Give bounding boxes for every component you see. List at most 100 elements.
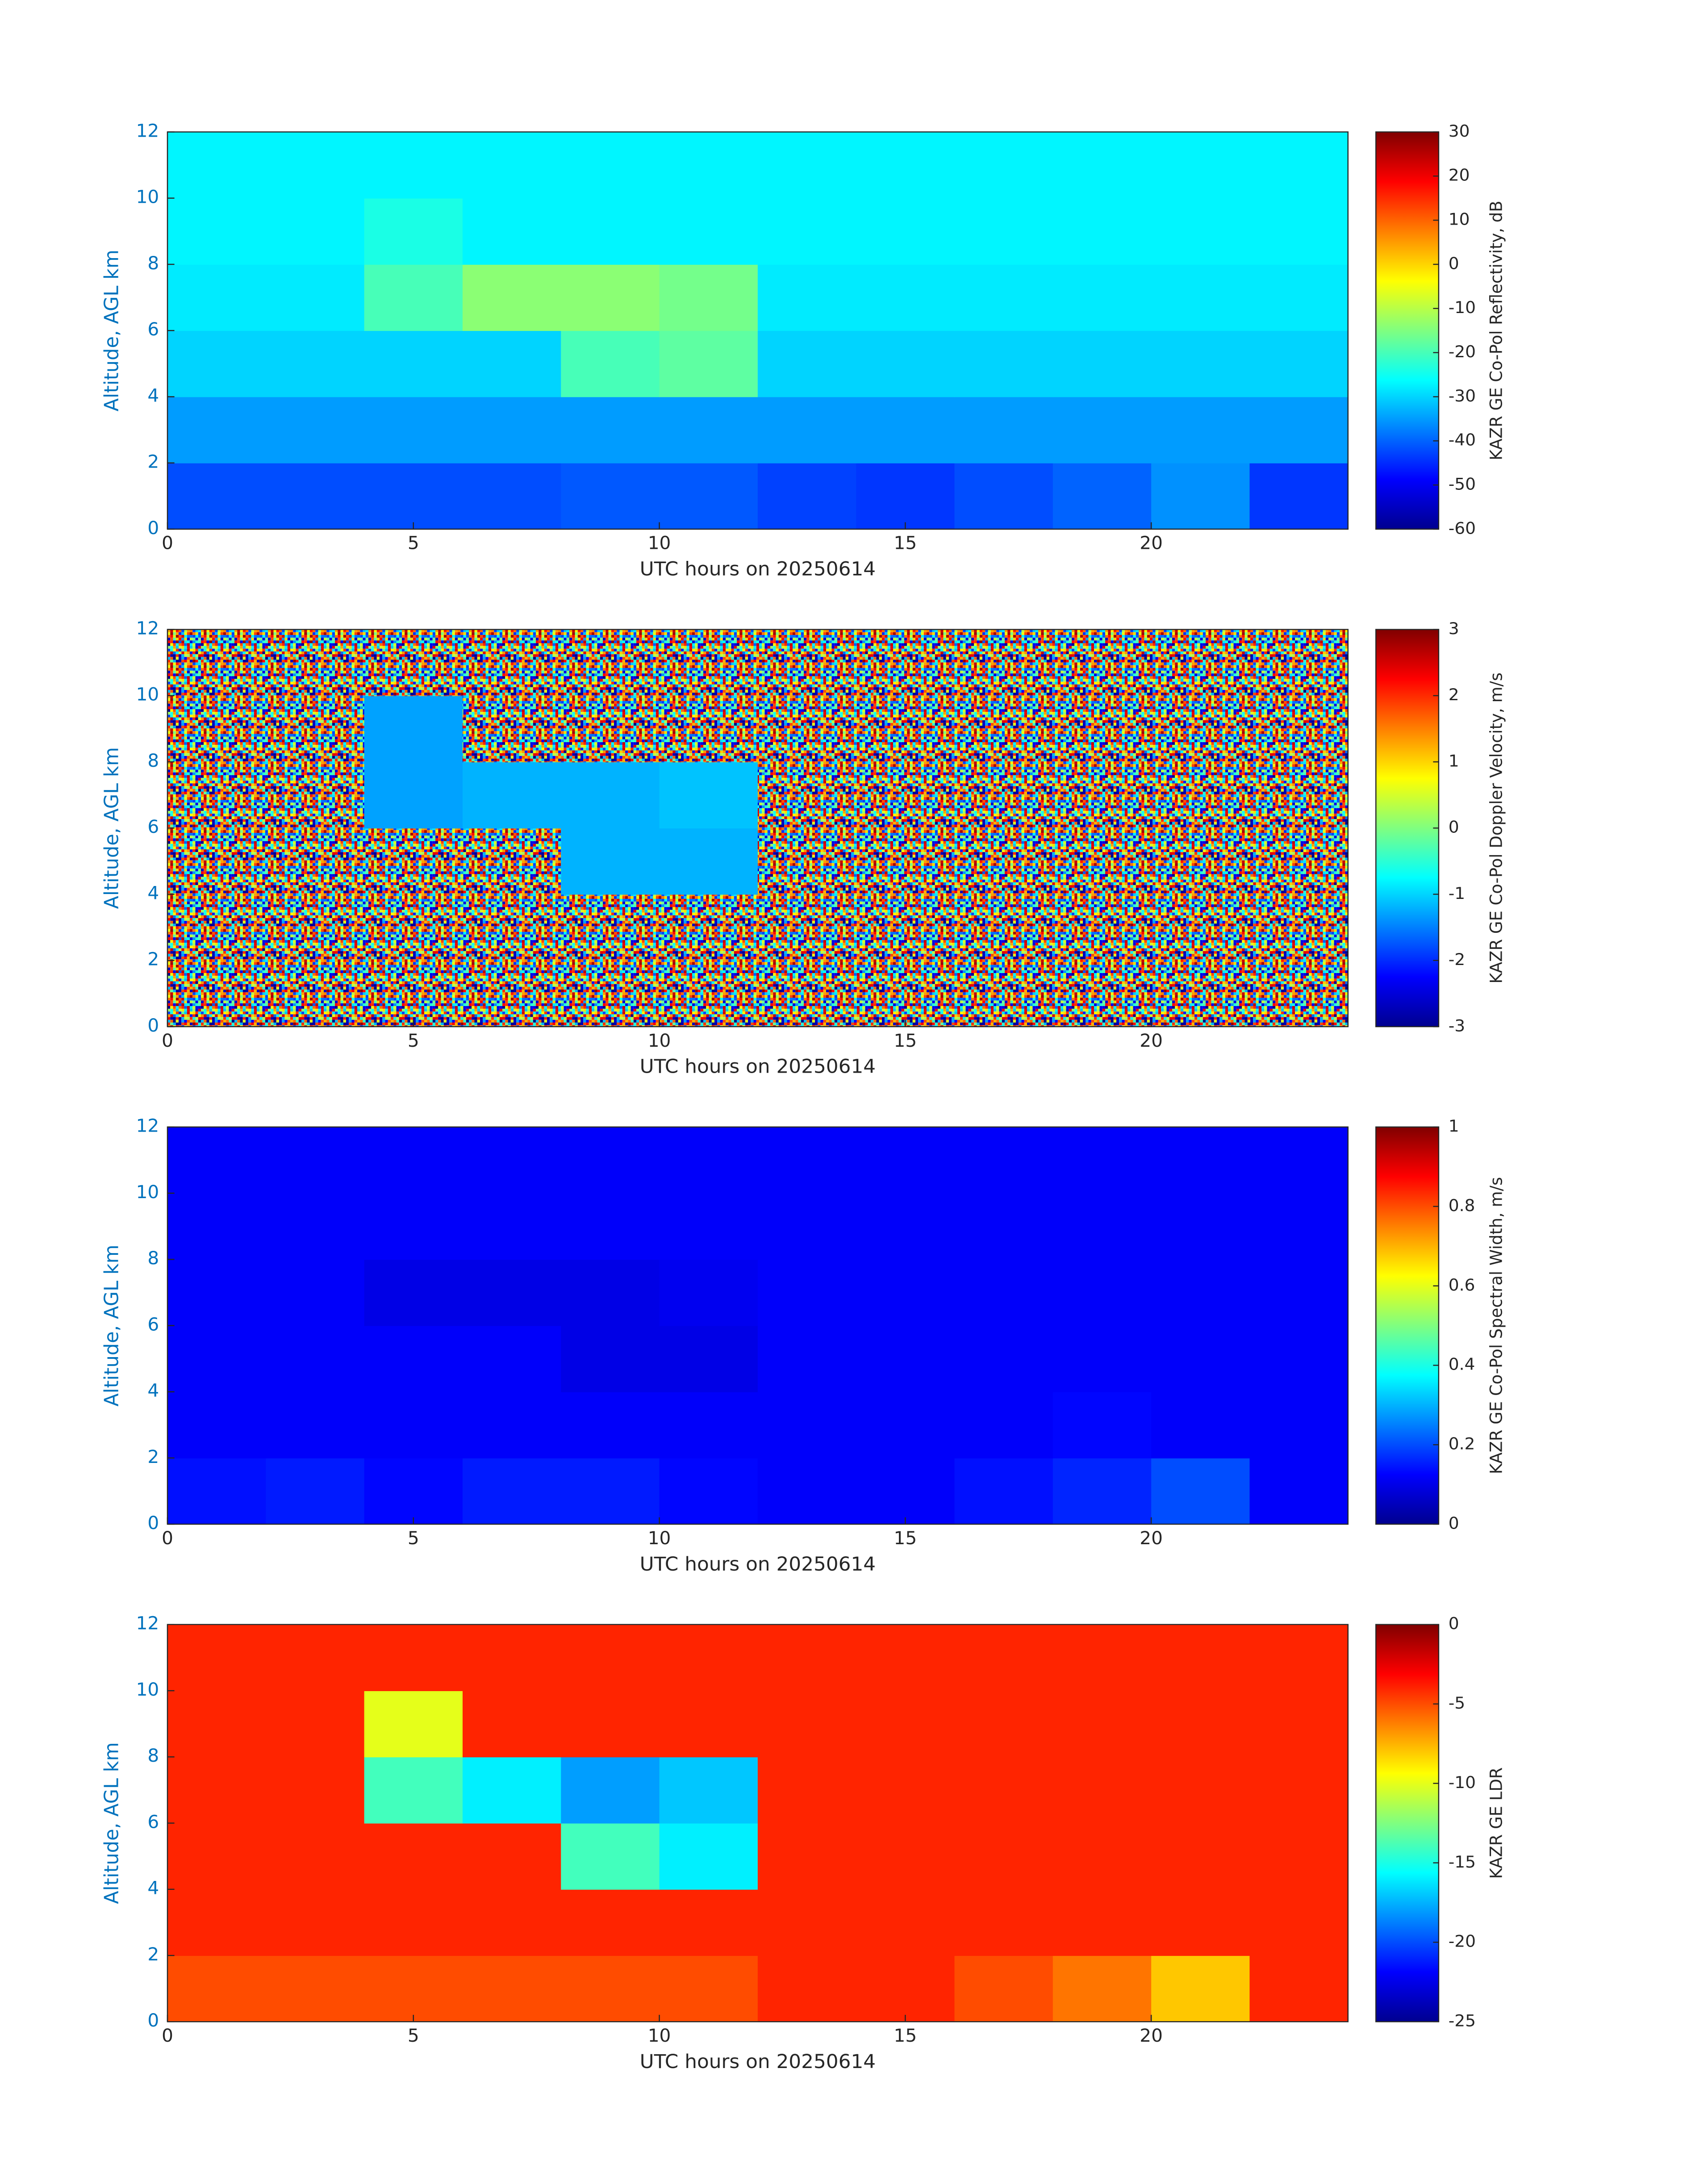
heatmap-cell [561,1757,660,1823]
y-tick-label: 4 [147,1878,159,1899]
heatmap-cell [463,1691,561,1757]
heatmap-cell [856,1325,955,1392]
no-signal-cell [758,630,856,696]
colorbar [1376,1127,1439,1524]
x-tick-label: 10 [648,2025,671,2046]
heatmap-cell [1151,1757,1250,1823]
no-signal-cell [167,828,266,894]
heatmap-cell [364,696,463,762]
heatmap-cell [266,463,364,530]
no-signal-cell [561,696,660,762]
no-signal-cell [758,961,856,1027]
heatmap-cell [561,1325,660,1392]
colorbar-tick-label: 2 [1449,685,1459,704]
colorbar-tick-label: 0.4 [1449,1354,1475,1374]
heatmap-cell [463,132,561,198]
heatmap-cell [364,264,463,331]
no-signal-cell [463,696,561,762]
heatmap-cell [364,397,463,463]
heatmap-cell [463,1458,561,1525]
heatmap-cell [758,397,856,463]
x-axis-label: UTC hours on 20250614 [640,1553,876,1575]
colorbar-tick-label: 20 [1449,165,1470,185]
heatmap-cell [364,1127,463,1194]
heatmap-cell [955,397,1053,463]
heatmap-cell [660,1392,758,1458]
no-signal-cell [955,961,1053,1027]
heatmap-cell [1249,1127,1348,1194]
heatmap-cell [955,198,1053,265]
heatmap-cell [856,264,955,331]
heatmap-cell [561,1458,660,1525]
heatmap-cell [955,1691,1053,1757]
colorbar-tick-label: -60 [1449,518,1476,538]
no-signal-cell [561,961,660,1027]
heatmap-cell [856,132,955,198]
heatmap-cell [167,198,266,265]
no-signal-cell [364,894,463,961]
no-signal-cell [758,828,856,894]
no-signal-cell [167,696,266,762]
no-signal-cell [463,630,561,696]
no-signal-cell [1053,828,1152,894]
y-axis-label: Altitude, AGL km [100,747,123,909]
colorbar-label: KAZR GE LDR [1486,1768,1506,1879]
y-tick-label: 8 [147,1745,159,1766]
heatmap-cell [364,762,463,828]
heatmap-cell [660,132,758,198]
heatmap-cell [463,762,561,828]
no-signal-cell [856,630,955,696]
heatmap-cell [463,1956,561,2022]
heatmap-cell [856,1823,955,1890]
x-tick-label: 20 [1140,1030,1163,1051]
heatmap-cell [266,1392,364,1458]
heatmap-cell [1053,264,1152,331]
heatmap-cell [1151,1259,1250,1326]
heatmap-cell [1053,1127,1152,1194]
heatmap-cell [856,1625,955,1691]
heatmap-cell [856,1691,955,1757]
heatmap-cell [167,1392,266,1458]
heatmap-cell [266,1625,364,1691]
no-signal-cell [1151,961,1250,1027]
heatmap-cell [266,1193,364,1260]
heatmap-cell [561,1259,660,1326]
no-signal-cell [561,894,660,961]
heatmap-cell [955,1956,1053,2022]
no-signal-cell [1053,961,1152,1027]
colorbar-tick-label: -40 [1449,430,1476,450]
heatmap-cell [266,264,364,331]
heatmap-cell [758,1259,856,1326]
colorbar-tick-label: -15 [1449,1852,1476,1872]
heatmap-cell [856,463,955,530]
colorbar-label: KAZR GE Co-Pol Reflectivity, dB [1486,201,1506,460]
heatmap-cell [1053,1325,1152,1392]
no-signal-cell [856,961,955,1027]
no-signal-cell [856,894,955,961]
heatmap-cell [660,1325,758,1392]
y-tick-label: 12 [136,1116,159,1137]
heatmap-cell [758,1458,856,1525]
no-signal-cell [1249,696,1348,762]
no-signal-cell [955,762,1053,828]
x-tick-label: 5 [408,1528,419,1549]
no-signal-cell [266,762,364,828]
no-signal-cell [266,828,364,894]
y-tick-label: 12 [136,1613,159,1634]
heatmap-cell [561,132,660,198]
heatmap-cell [1053,1889,1152,1956]
heatmap-cell [856,1127,955,1194]
x-tick-label: 0 [162,1030,173,1051]
heatmap-cell [463,198,561,265]
heatmap-cell [1151,1691,1250,1757]
heatmap-cell [758,1127,856,1194]
no-signal-cell [758,894,856,961]
heatmap-cell [856,397,955,463]
x-tick-label: 0 [162,533,173,554]
colorbar-tick-label: -10 [1449,1772,1476,1792]
heatmap-cell [561,1889,660,1956]
heatmap-cell [1151,1392,1250,1458]
heatmap-cell [1249,1757,1348,1823]
colorbar [1376,630,1439,1027]
heatmap-cell [1151,463,1250,530]
